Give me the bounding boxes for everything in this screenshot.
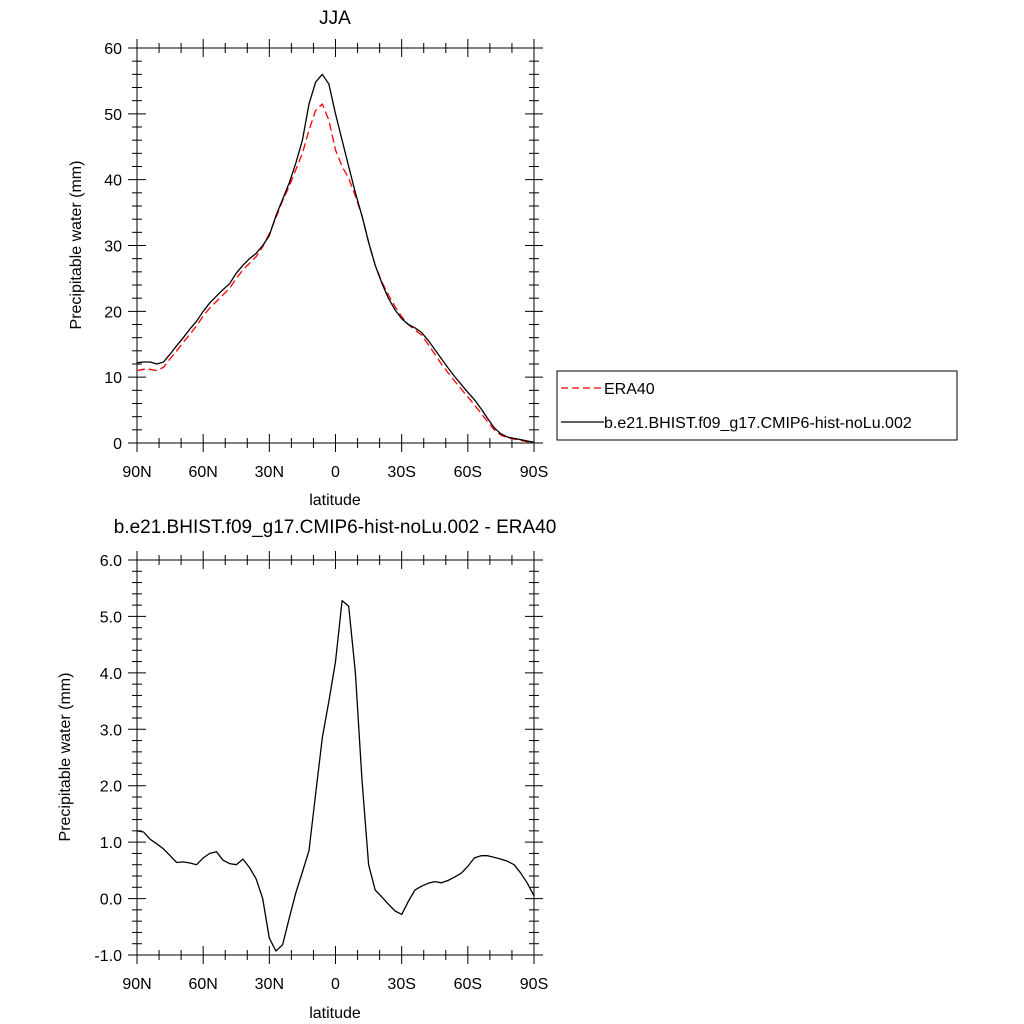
plot-frame bbox=[136, 47, 535, 444]
y-tick-labels: -1.0 0.0 1.0 2.0 3.0 4.0 5.0 6.0 bbox=[94, 553, 122, 965]
y-tick-labels: 0 10 20 30 40 50 60 bbox=[104, 41, 122, 453]
y-tick-label: 30 bbox=[104, 239, 122, 256]
chart-difference: b.e21.BHIST.f09_g17.CMIP6-hist-noLu.002 … bbox=[57, 517, 556, 1022]
x-tick-label: 90S bbox=[520, 464, 548, 481]
legend: ERA40 b.e21.BHIST.f09_g17.CMIP6-hist-noL… bbox=[556, 370, 958, 441]
chart-title: b.e21.BHIST.f09_g17.CMIP6-hist-noLu.002 … bbox=[114, 517, 557, 538]
y-tick-label: 40 bbox=[104, 173, 122, 190]
y-tick-label: 3.0 bbox=[100, 722, 122, 739]
chart-jja-precipitable-water: JJA 0 10 20 30 40 50 60 90N 60N 30N 0 30S 60S 90S la… bbox=[68, 8, 958, 509]
plot-frame bbox=[136, 559, 535, 956]
y-tick-label: 2.0 bbox=[100, 779, 122, 796]
legend-box bbox=[556, 370, 958, 441]
x-tick-label: 90N bbox=[122, 464, 151, 481]
x-tick-label: 0 bbox=[331, 976, 340, 993]
x-tick-label: 60S bbox=[454, 976, 482, 993]
x-tick-label: 90N bbox=[122, 976, 151, 993]
x-tick-labels: 90N 60N 30N 0 30S 60S 90S bbox=[122, 464, 548, 481]
y-tick-label: 0.0 bbox=[100, 892, 122, 909]
y-axis-title: Precipitable water (mm) bbox=[68, 161, 85, 330]
y-tick-label: 20 bbox=[104, 304, 122, 321]
series-line-difference bbox=[136, 599, 535, 952]
x-axis-title: latitude bbox=[309, 1005, 361, 1022]
chart-title: JJA bbox=[319, 8, 351, 29]
series-group bbox=[136, 599, 535, 952]
y-tick-label: 4.0 bbox=[100, 666, 122, 683]
y-tick-label: -1.0 bbox=[94, 948, 122, 965]
y-tick-label: 50 bbox=[104, 107, 122, 124]
legend-label-model: b.e21.BHIST.f09_g17.CMIP6-hist-noLu.002 bbox=[604, 415, 912, 432]
x-tick-label: 30N bbox=[255, 464, 284, 481]
y-tick-label: 60 bbox=[104, 41, 122, 58]
x-tick-label: 30N bbox=[255, 976, 284, 993]
x-axis-title: latitude bbox=[309, 492, 361, 509]
series-line-b-e21-bhist-f09-g17-cmip6-hist-nolu-002 bbox=[136, 73, 535, 443]
legend-label-era40: ERA40 bbox=[604, 381, 655, 398]
x-tick-labels: 90N 60N 30N 0 30S 60S 90S bbox=[122, 976, 548, 993]
x-tick-label: 30S bbox=[387, 976, 415, 993]
tick-marks bbox=[128, 551, 543, 964]
x-tick-label: 0 bbox=[331, 464, 340, 481]
y-tick-label: 0 bbox=[113, 436, 122, 453]
y-tick-label: 10 bbox=[104, 370, 122, 387]
tick-marks bbox=[128, 39, 543, 452]
y-tick-label: 5.0 bbox=[100, 609, 122, 626]
y-tick-label: 6.0 bbox=[100, 553, 122, 570]
x-tick-label: 60N bbox=[188, 464, 217, 481]
series-line-era40 bbox=[136, 103, 535, 444]
y-axis-title: Precipitable water (mm) bbox=[57, 673, 74, 842]
x-tick-label: 30S bbox=[387, 464, 415, 481]
series-group bbox=[136, 73, 535, 444]
x-tick-label: 60S bbox=[454, 464, 482, 481]
x-tick-label: 90S bbox=[520, 976, 548, 993]
x-tick-label: 60N bbox=[188, 976, 217, 993]
y-tick-label: 1.0 bbox=[100, 835, 122, 852]
